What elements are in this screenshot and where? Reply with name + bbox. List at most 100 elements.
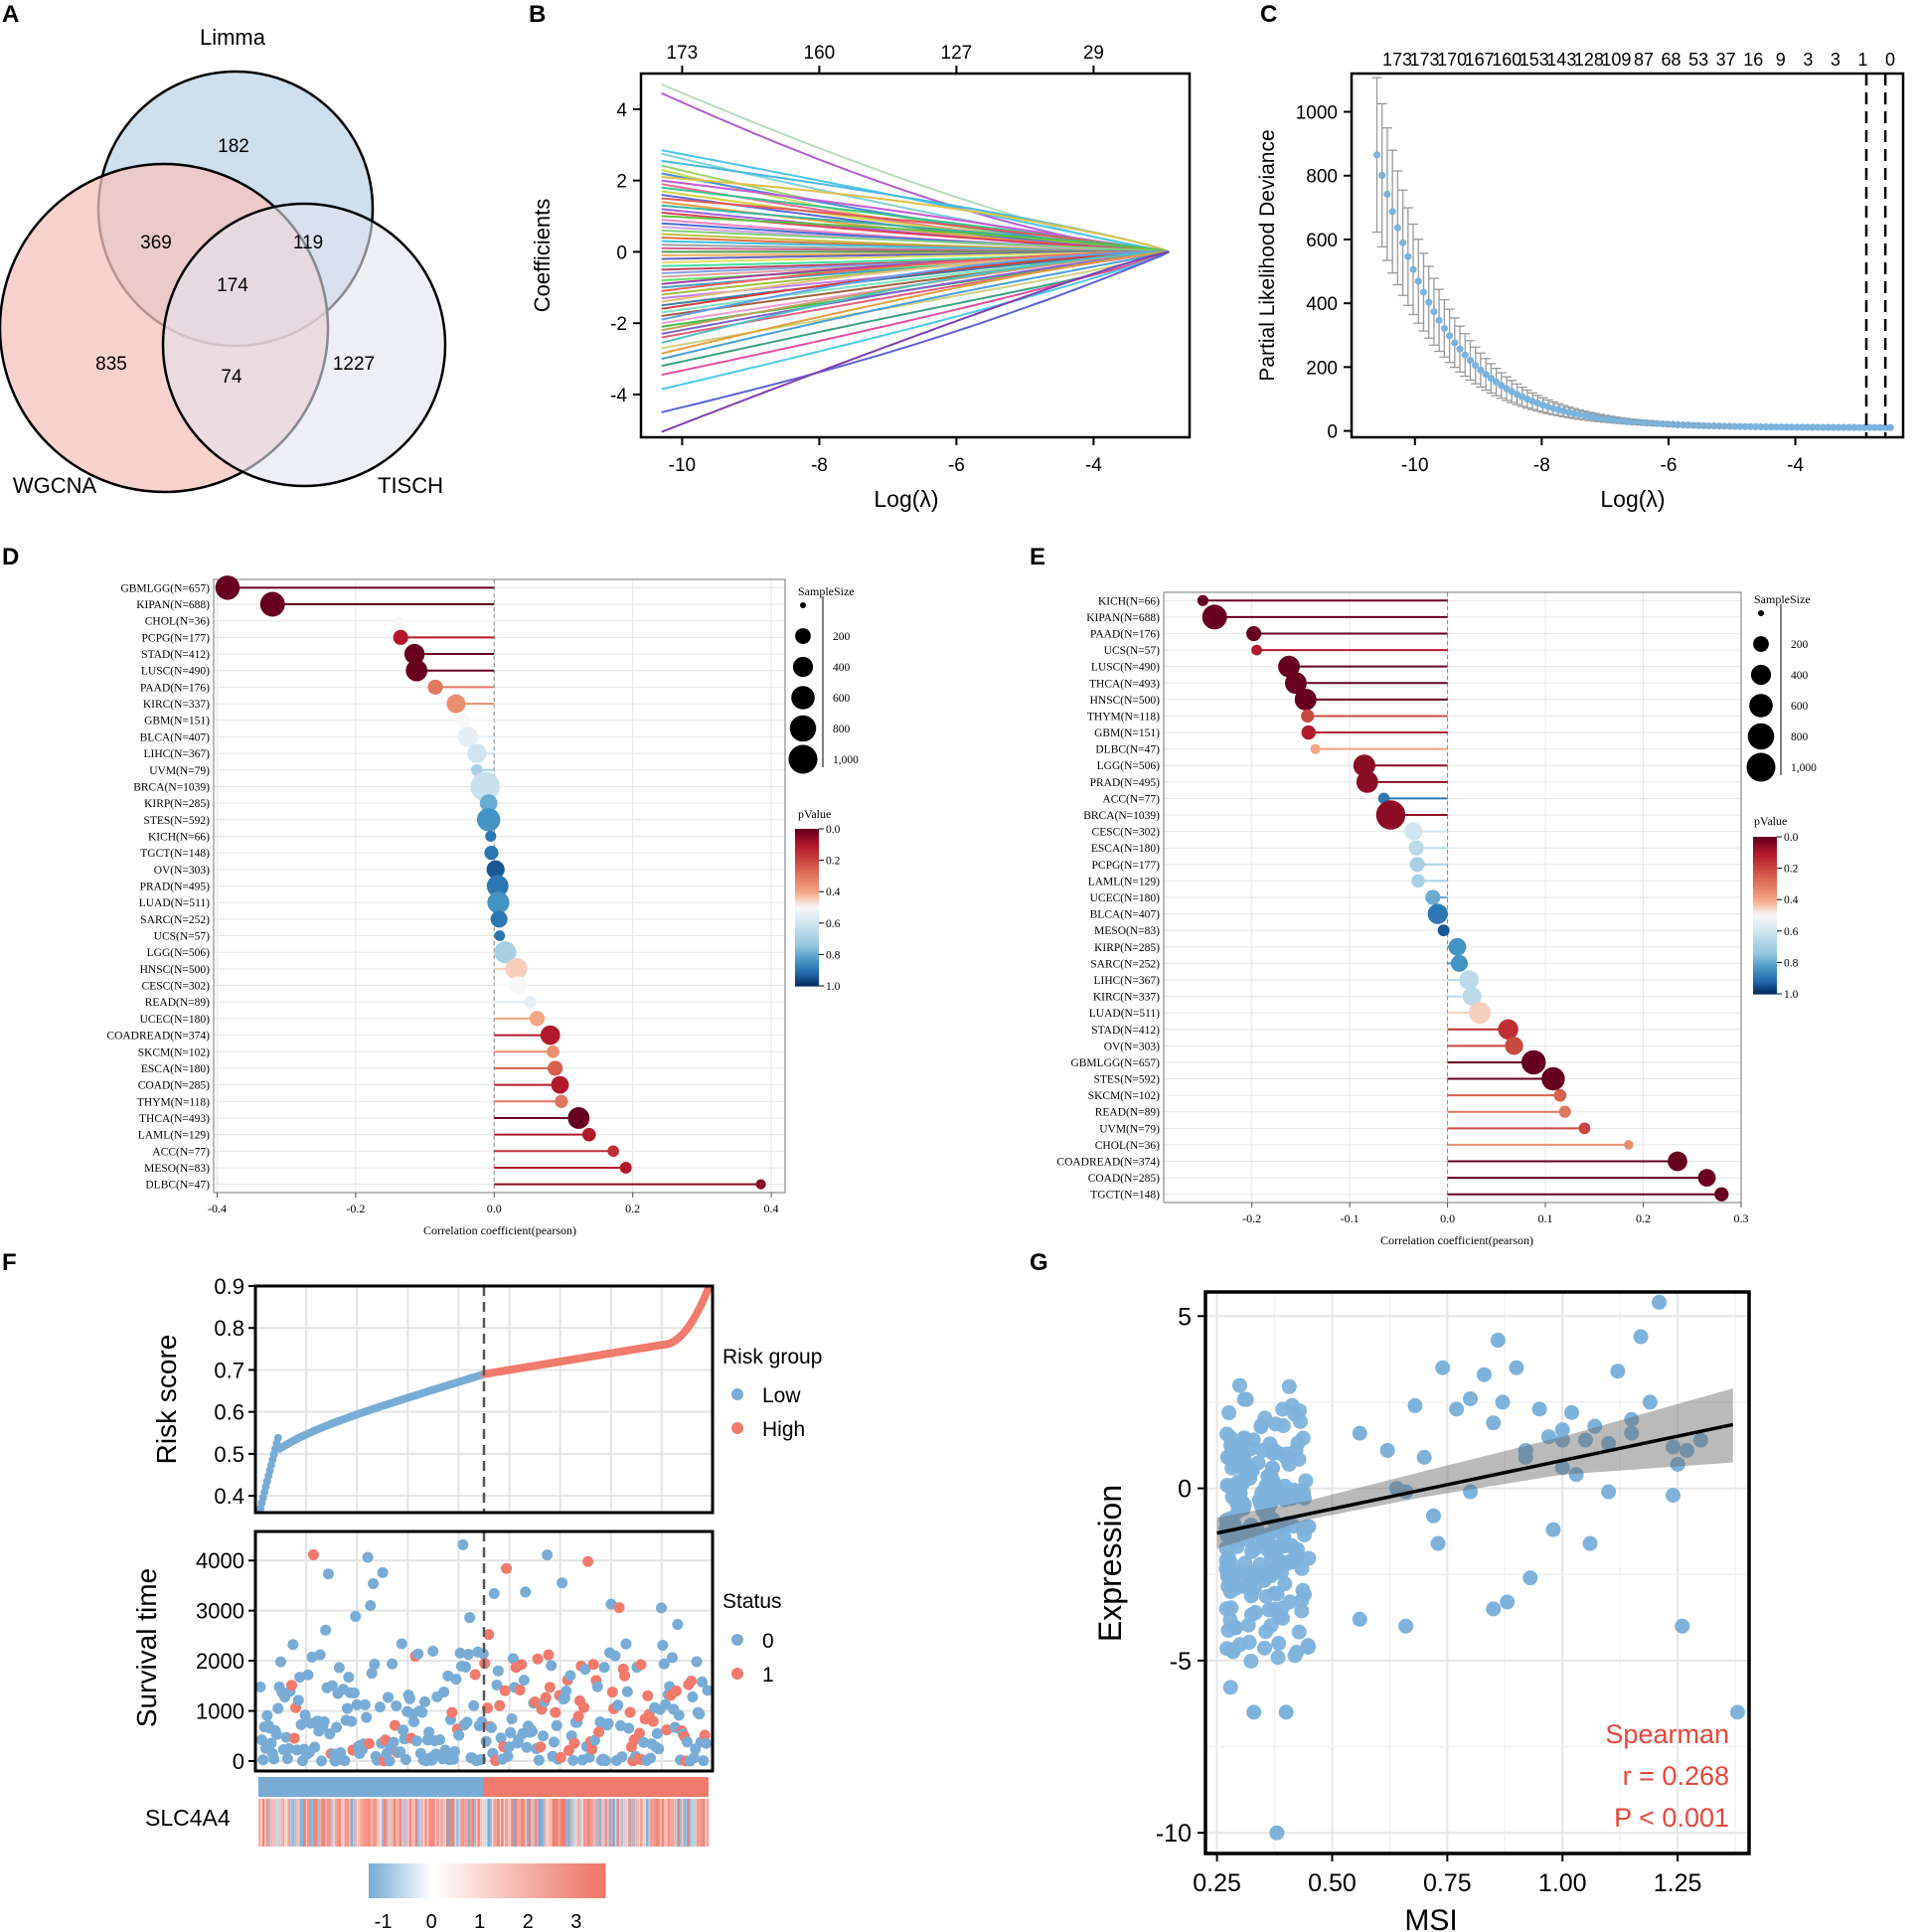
b-series-lines	[661, 82, 1170, 433]
f-surv-point	[257, 1754, 269, 1766]
f-heatmap-cell	[436, 1799, 439, 1847]
f-surv-point	[698, 1755, 710, 1767]
f-heatmap-cell	[459, 1799, 463, 1847]
f-surv-point	[287, 1639, 299, 1651]
g-x-tick-label: 0.50	[1308, 1869, 1357, 1897]
f-heatmap-cell	[391, 1799, 395, 1847]
f-colorbar-segment	[525, 1863, 530, 1898]
f-surv-point	[568, 1737, 580, 1749]
f-surv-point	[514, 1685, 526, 1696]
f-heatmap-cell	[393, 1799, 397, 1847]
f-heatmap-cell	[561, 1799, 564, 1847]
c-deviance-point	[1793, 423, 1801, 431]
f-heatmap-cell	[346, 1799, 349, 1847]
f-surv-point	[359, 1698, 371, 1710]
d-legends: 200 400 600 800 1,000 0.0 0.2 0.4 0.6 0.8 1.0	[788, 596, 859, 993]
c-x-axis: -10 -8 -6 -4	[1401, 437, 1804, 476]
g-point	[1568, 1467, 1584, 1483]
c-deviance-point	[1772, 423, 1781, 431]
f-surv-point	[658, 1658, 670, 1670]
category-label: READ(N=89)	[145, 997, 210, 1009]
f-colorbar-segment	[371, 1863, 376, 1898]
pvalue-colorbar-segment	[1753, 986, 1777, 990]
f-surv-point	[351, 1698, 363, 1710]
lollipop-dot	[403, 643, 425, 665]
category-label: TGCT(N=148)	[140, 848, 210, 860]
f-heatmap-cell	[647, 1799, 651, 1847]
pvalue-colorbar-segment	[795, 920, 819, 924]
f-heatmap-cell	[366, 1799, 369, 1847]
f-surv-point	[579, 1664, 591, 1676]
c-deviance-point	[1409, 265, 1417, 273]
lollipop-dot	[1294, 688, 1317, 711]
f-risk-frame	[253, 1284, 715, 1515]
g-point	[1679, 1442, 1694, 1458]
g-point	[1518, 1449, 1533, 1465]
c-deviance-point	[1414, 277, 1422, 285]
d-x-axis-title: Correlation coefficient(pearson)	[423, 1223, 576, 1237]
lollipop-dot	[1411, 874, 1425, 888]
f-heatmap-cell	[386, 1799, 389, 1847]
f-surv-point	[609, 1650, 621, 1662]
pvalue-colorbar-segment	[1753, 901, 1777, 906]
g-point	[1352, 1425, 1367, 1441]
pvalue-colorbar-segment	[1753, 844, 1777, 849]
f-heatmap-cell	[477, 1799, 480, 1847]
f-surv-point	[503, 1741, 515, 1753]
x-tick-label: 0.0	[487, 1202, 502, 1215]
f-surv-point	[635, 1659, 647, 1671]
f-surv-point	[555, 1751, 566, 1763]
g-point	[1246, 1564, 1262, 1580]
f-colorbar-label: 0	[426, 1911, 437, 1932]
f-surv-point	[623, 1722, 635, 1734]
f-colorbar-segment	[412, 1863, 417, 1898]
f-heatmap-cell	[614, 1799, 617, 1847]
category-label: CHOL(N=36)	[1095, 1140, 1160, 1152]
f-colorbar-segment	[552, 1863, 556, 1898]
f-colorbar-segment	[457, 1863, 461, 1898]
pvalue-colorbar-segment	[795, 839, 819, 843]
lollipop-dot	[1356, 770, 1378, 793]
c-y-tick-label: 1000	[1296, 103, 1338, 124]
c-top-tick-label: 173	[1410, 50, 1440, 70]
f-surv-point	[461, 1716, 473, 1728]
f-heatmap-cell	[579, 1799, 582, 1847]
pvalue-colorbar-segment	[1753, 954, 1777, 958]
f-surv-point	[660, 1698, 672, 1710]
f-legend-status-title: Status	[722, 1590, 782, 1613]
g-y-tick-label: -5	[1170, 1648, 1192, 1676]
g-point	[1257, 1640, 1273, 1656]
pvalue-label: 0.6	[826, 918, 841, 930]
b-series-line	[661, 250, 1170, 344]
lollipop-dot	[486, 875, 509, 897]
pvalue-colorbar-segment	[795, 909, 819, 913]
f-colorbar-segment	[560, 1863, 564, 1898]
c-deviance-point	[1435, 316, 1443, 324]
f-surv-point	[324, 1728, 336, 1740]
c-deviance-point	[1830, 423, 1838, 431]
g-point	[1642, 1394, 1658, 1410]
x-tick-label: 0.4	[764, 1202, 779, 1215]
f-heatmap-cell	[515, 1799, 518, 1847]
f-heatmap-cell	[673, 1799, 676, 1847]
g-point	[1540, 1429, 1556, 1445]
size-legend-label: 200	[1791, 639, 1809, 651]
pvalue-colorbar-segment	[795, 957, 819, 961]
f-heatmap-cell	[685, 1799, 688, 1847]
f-surv-point	[410, 1735, 422, 1747]
f-heatmap-cell	[297, 1799, 300, 1847]
pvalue-colorbar-segment	[1753, 886, 1777, 890]
pvalue-colorbar-segment	[1753, 915, 1777, 919]
f-heatmap-cell	[622, 1799, 625, 1847]
pvalue-label: 0.8	[1784, 957, 1799, 969]
pvalue-colorbar-segment	[795, 896, 819, 900]
f-colorbar-segment	[451, 1863, 455, 1898]
f-heatmap-cell	[703, 1799, 706, 1847]
pvalue-colorbar-segment	[1753, 991, 1777, 995]
f-heatmap-cell	[465, 1799, 469, 1847]
venn-set-label-tisch: TISCH	[378, 473, 443, 498]
f-colorbar-segment	[430, 1863, 434, 1898]
f-heatmap-cell	[258, 1799, 261, 1847]
b-top-tick-label: 29	[1083, 43, 1104, 64]
pvalue-colorbar-segment	[1753, 970, 1777, 974]
